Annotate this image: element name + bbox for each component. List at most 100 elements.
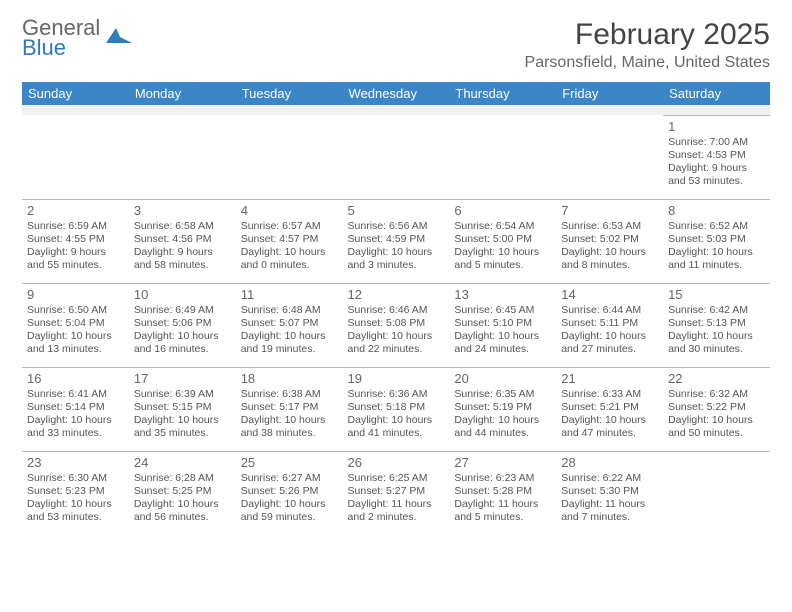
cell-text: Daylight: 10 hours bbox=[561, 414, 658, 427]
calendar-cell: 11Sunrise: 6:48 AMSunset: 5:07 PMDayligh… bbox=[236, 283, 343, 367]
cell-text: and 41 minutes. bbox=[348, 427, 445, 440]
weekday-header: Saturday bbox=[663, 82, 770, 105]
cell-text: Sunset: 5:28 PM bbox=[454, 485, 551, 498]
cell-text: Daylight: 9 hours bbox=[27, 246, 124, 259]
weekday-header: Friday bbox=[556, 82, 663, 105]
cell-text: Sunset: 5:19 PM bbox=[454, 401, 551, 414]
cell-text: Daylight: 10 hours bbox=[348, 414, 445, 427]
cell-text: Sunrise: 6:50 AM bbox=[27, 304, 124, 317]
cell-text: Sunrise: 6:58 AM bbox=[134, 220, 231, 233]
cell-text: Sunrise: 6:27 AM bbox=[241, 472, 338, 485]
cell-text: Sunrise: 6:56 AM bbox=[348, 220, 445, 233]
calendar-cell: 17Sunrise: 6:39 AMSunset: 5:15 PMDayligh… bbox=[129, 367, 236, 451]
cell-text: Sunrise: 6:22 AM bbox=[561, 472, 658, 485]
day-number: 6 bbox=[454, 203, 551, 219]
cell-text: and 7 minutes. bbox=[561, 511, 658, 524]
cell-text: Sunset: 4:56 PM bbox=[134, 233, 231, 246]
cell-text: and 38 minutes. bbox=[241, 427, 338, 440]
cell-text: Sunrise: 6:28 AM bbox=[134, 472, 231, 485]
cell-text: Sunrise: 6:23 AM bbox=[454, 472, 551, 485]
cell-text: and 3 minutes. bbox=[348, 259, 445, 272]
cell-text: Sunset: 5:14 PM bbox=[27, 401, 124, 414]
cell-text: Sunrise: 6:38 AM bbox=[241, 388, 338, 401]
cell-text: and 27 minutes. bbox=[561, 343, 658, 356]
calendar-week: 23Sunrise: 6:30 AMSunset: 5:23 PMDayligh… bbox=[22, 451, 770, 535]
cell-text: Sunset: 5:15 PM bbox=[134, 401, 231, 414]
day-number: 21 bbox=[561, 371, 658, 387]
cell-text: Daylight: 10 hours bbox=[454, 414, 551, 427]
calendar-cell: 16Sunrise: 6:41 AMSunset: 5:14 PMDayligh… bbox=[22, 367, 129, 451]
cell-text: Daylight: 10 hours bbox=[241, 246, 338, 259]
header: General Blue February 2025 Parsonsfield,… bbox=[22, 18, 770, 72]
day-number: 8 bbox=[668, 203, 765, 219]
cell-text: Sunrise: 6:25 AM bbox=[348, 472, 445, 485]
cell-text: Daylight: 10 hours bbox=[348, 246, 445, 259]
cell-text: Sunset: 4:55 PM bbox=[27, 233, 124, 246]
cell-text: Daylight: 10 hours bbox=[561, 246, 658, 259]
day-number: 17 bbox=[134, 371, 231, 387]
day-number: 26 bbox=[348, 455, 445, 471]
cell-text: Sunrise: 6:32 AM bbox=[668, 388, 765, 401]
day-number: 13 bbox=[454, 287, 551, 303]
cell-text: and 2 minutes. bbox=[348, 511, 445, 524]
calendar-cell: 10Sunrise: 6:49 AMSunset: 5:06 PMDayligh… bbox=[129, 283, 236, 367]
calendar-cell: 25Sunrise: 6:27 AMSunset: 5:26 PMDayligh… bbox=[236, 451, 343, 535]
weekday-header: Wednesday bbox=[343, 82, 450, 105]
cell-text: and 24 minutes. bbox=[454, 343, 551, 356]
calendar-cell: 23Sunrise: 6:30 AMSunset: 5:23 PMDayligh… bbox=[22, 451, 129, 535]
cell-text: Daylight: 9 hours bbox=[668, 162, 765, 175]
title-block: February 2025 Parsonsfield, Maine, Unite… bbox=[525, 18, 770, 72]
cell-text: Sunset: 5:30 PM bbox=[561, 485, 658, 498]
cell-text: and 13 minutes. bbox=[27, 343, 124, 356]
day-number: 2 bbox=[27, 203, 124, 219]
cell-text: Daylight: 10 hours bbox=[27, 330, 124, 343]
calendar-cell: 4Sunrise: 6:57 AMSunset: 4:57 PMDaylight… bbox=[236, 199, 343, 283]
calendar-cell bbox=[22, 115, 129, 199]
calendar-cell bbox=[236, 115, 343, 199]
cell-text: Daylight: 9 hours bbox=[134, 246, 231, 259]
cell-text: Sunrise: 6:42 AM bbox=[668, 304, 765, 317]
cell-text: Daylight: 10 hours bbox=[561, 330, 658, 343]
cell-text: Daylight: 10 hours bbox=[241, 330, 338, 343]
calendar-cell: 22Sunrise: 6:32 AMSunset: 5:22 PMDayligh… bbox=[663, 367, 770, 451]
month-title: February 2025 bbox=[525, 18, 770, 52]
cell-text: Daylight: 11 hours bbox=[561, 498, 658, 511]
calendar-cell bbox=[663, 451, 770, 535]
cell-text: Sunrise: 6:33 AM bbox=[561, 388, 658, 401]
day-number: 15 bbox=[668, 287, 765, 303]
cell-text: Sunrise: 6:39 AM bbox=[134, 388, 231, 401]
day-number: 4 bbox=[241, 203, 338, 219]
cell-text: and 30 minutes. bbox=[668, 343, 765, 356]
cell-text: Daylight: 10 hours bbox=[27, 498, 124, 511]
cell-text: Sunrise: 7:00 AM bbox=[668, 136, 765, 149]
cell-text: Sunrise: 6:59 AM bbox=[27, 220, 124, 233]
cell-text: Sunset: 5:04 PM bbox=[27, 317, 124, 330]
day-number: 25 bbox=[241, 455, 338, 471]
cell-text: Daylight: 10 hours bbox=[348, 330, 445, 343]
calendar-cell: 2Sunrise: 6:59 AMSunset: 4:55 PMDaylight… bbox=[22, 199, 129, 283]
cell-text: and 19 minutes. bbox=[241, 343, 338, 356]
cell-text: Sunrise: 6:52 AM bbox=[668, 220, 765, 233]
cell-text: Sunrise: 6:57 AM bbox=[241, 220, 338, 233]
cell-text: and 55 minutes. bbox=[27, 259, 124, 272]
calendar-cell: 6Sunrise: 6:54 AMSunset: 5:00 PMDaylight… bbox=[449, 199, 556, 283]
cell-text: Daylight: 10 hours bbox=[134, 498, 231, 511]
cell-text: Sunset: 5:00 PM bbox=[454, 233, 551, 246]
calendar-cell: 1Sunrise: 7:00 AMSunset: 4:53 PMDaylight… bbox=[663, 115, 770, 199]
day-number: 1 bbox=[668, 119, 765, 135]
cell-text: Daylight: 10 hours bbox=[241, 498, 338, 511]
cell-text: Sunset: 5:02 PM bbox=[561, 233, 658, 246]
calendar-cell: 5Sunrise: 6:56 AMSunset: 4:59 PMDaylight… bbox=[343, 199, 450, 283]
day-number: 7 bbox=[561, 203, 658, 219]
day-number: 22 bbox=[668, 371, 765, 387]
cell-text: Sunrise: 6:35 AM bbox=[454, 388, 551, 401]
cell-text: Sunrise: 6:49 AM bbox=[134, 304, 231, 317]
calendar-cell: 14Sunrise: 6:44 AMSunset: 5:11 PMDayligh… bbox=[556, 283, 663, 367]
cell-text: Sunset: 5:11 PM bbox=[561, 317, 658, 330]
calendar-cell: 8Sunrise: 6:52 AMSunset: 5:03 PMDaylight… bbox=[663, 199, 770, 283]
cell-text: Sunset: 4:57 PM bbox=[241, 233, 338, 246]
calendar-cell: 26Sunrise: 6:25 AMSunset: 5:27 PMDayligh… bbox=[343, 451, 450, 535]
day-number: 14 bbox=[561, 287, 658, 303]
cell-text: and 5 minutes. bbox=[454, 511, 551, 524]
cell-text: Sunset: 5:22 PM bbox=[668, 401, 765, 414]
